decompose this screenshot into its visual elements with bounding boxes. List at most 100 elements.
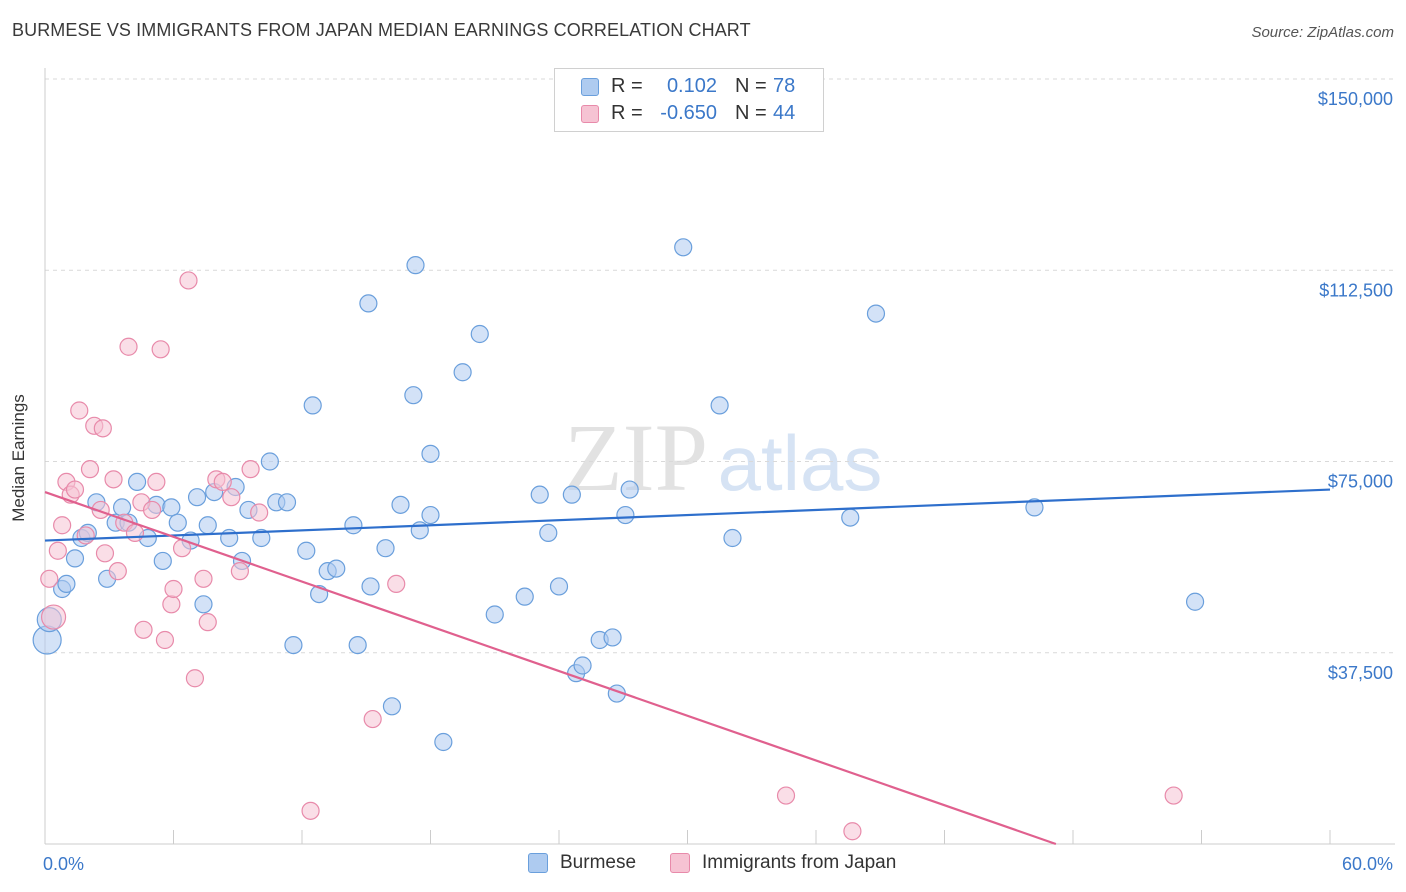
trend-lines <box>44 488 1331 846</box>
zipatlas-watermark: ZIP atlas <box>564 404 882 511</box>
burmese-point <box>603 628 622 647</box>
burmese-point <box>453 363 472 382</box>
burmese-point <box>297 541 316 560</box>
legend-swatch-blue <box>528 853 548 873</box>
axes <box>44 68 1395 845</box>
burmese-point <box>391 495 410 514</box>
x-tick-label: 0.0% <box>43 854 84 874</box>
burmese-point <box>361 577 380 596</box>
chart-title: BURMESE VS IMMIGRANTS FROM JAPAN MEDIAN … <box>12 20 751 40</box>
burmese-point <box>376 539 395 558</box>
burmese-point <box>404 386 423 405</box>
burmese-point <box>539 523 558 543</box>
burmese-point <box>674 238 693 257</box>
japan-point <box>776 786 796 805</box>
japan-point <box>70 401 89 420</box>
chart-source: Source: ZipAtlas.com <box>1251 24 1394 41</box>
japan-point <box>162 595 181 614</box>
x-tick-label: 60.0% <box>1342 854 1393 874</box>
burmese-point <box>187 488 207 507</box>
y-tick-label: $112,500 <box>1319 280 1393 300</box>
japan-trend-line <box>44 491 1057 846</box>
burmese-point <box>162 498 181 517</box>
burmese-point <box>168 513 187 532</box>
burmese-point <box>470 324 489 344</box>
legend-r-label: R = <box>611 102 643 124</box>
series-legend: Burmese Immigrants from Japan <box>0 852 1406 878</box>
burmese-point <box>348 635 367 655</box>
japan-point <box>387 574 406 594</box>
legend-row-burmese: R = 0.102 N = 78 <box>555 74 823 100</box>
burmese-point <box>841 508 860 527</box>
burmese-point <box>866 304 886 323</box>
japan-point <box>301 801 320 820</box>
burmese-point <box>549 577 569 596</box>
burmese-trend-line <box>44 488 1331 542</box>
japan-points <box>40 271 1183 841</box>
burmese-point <box>194 595 213 614</box>
legend-swatch-pink <box>670 853 690 873</box>
japan-point <box>95 544 115 563</box>
japan-point <box>155 630 175 650</box>
legend-n-label: N = <box>735 75 767 97</box>
japan-point <box>164 579 183 599</box>
legend-n-value: 44 <box>773 102 796 124</box>
burmese-point <box>723 528 742 548</box>
japan-point <box>194 569 213 588</box>
japan-point <box>179 271 198 290</box>
japan-point <box>142 500 162 520</box>
burmese-point <box>616 505 635 525</box>
burmese-point <box>406 256 425 275</box>
legend-r-label: R = <box>611 75 643 97</box>
japan-point <box>1164 786 1183 805</box>
japan-point <box>65 480 85 499</box>
japan-point <box>108 562 127 581</box>
legend-r-value: 0.102 <box>666 75 717 97</box>
burmese-point <box>327 559 346 578</box>
japan-point <box>230 562 249 581</box>
legend-n-label: N = <box>735 102 767 124</box>
japan-point <box>222 488 241 507</box>
japan-point <box>40 569 59 588</box>
japan-point <box>134 620 153 639</box>
japan-point <box>40 604 67 630</box>
y-tick-label: $37,500 <box>1328 663 1393 683</box>
burmese-point <box>1185 592 1205 611</box>
japan-point <box>843 822 862 841</box>
japan-point <box>198 613 217 632</box>
japan-point <box>151 340 170 359</box>
japan-point <box>363 709 382 729</box>
legend-n-value: 78 <box>773 75 796 97</box>
burmese-point <box>421 505 440 525</box>
japan-point <box>147 472 166 491</box>
burmese-point <box>530 485 549 504</box>
burmese-point <box>515 587 534 606</box>
burmese-point <box>359 294 378 313</box>
japan-point <box>48 541 67 560</box>
burmese-point <box>57 574 76 594</box>
japan-point <box>93 419 112 438</box>
tick-labels: $37,500 $75,000 $112,500 $150,000 0.0% 60.0% <box>43 89 1393 874</box>
burmese-point <box>65 549 85 568</box>
burmese-point <box>127 472 147 491</box>
burmese-point <box>421 444 440 463</box>
burmese-point <box>382 697 402 716</box>
burmese-point <box>562 485 581 504</box>
burmese-point <box>434 732 453 752</box>
legend-label-burmese: Burmese <box>560 852 637 873</box>
burmese-point <box>277 493 297 512</box>
y-tick-label: $150,000 <box>1318 89 1393 109</box>
legend-row-japan: R = -0.650 N = 44 <box>555 101 823 127</box>
japan-point <box>53 516 72 535</box>
legend-r-value: -0.650 <box>660 102 717 124</box>
legend-swatch-pink <box>581 105 599 123</box>
legend-swatch-blue <box>581 78 599 96</box>
japan-point <box>104 470 123 489</box>
japan-point <box>125 523 145 543</box>
burmese-point <box>260 452 279 471</box>
japan-point <box>250 503 269 522</box>
burmese-point <box>573 656 592 675</box>
burmese-point <box>112 498 132 517</box>
legend-label-japan: Immigrants from Japan <box>702 852 897 873</box>
